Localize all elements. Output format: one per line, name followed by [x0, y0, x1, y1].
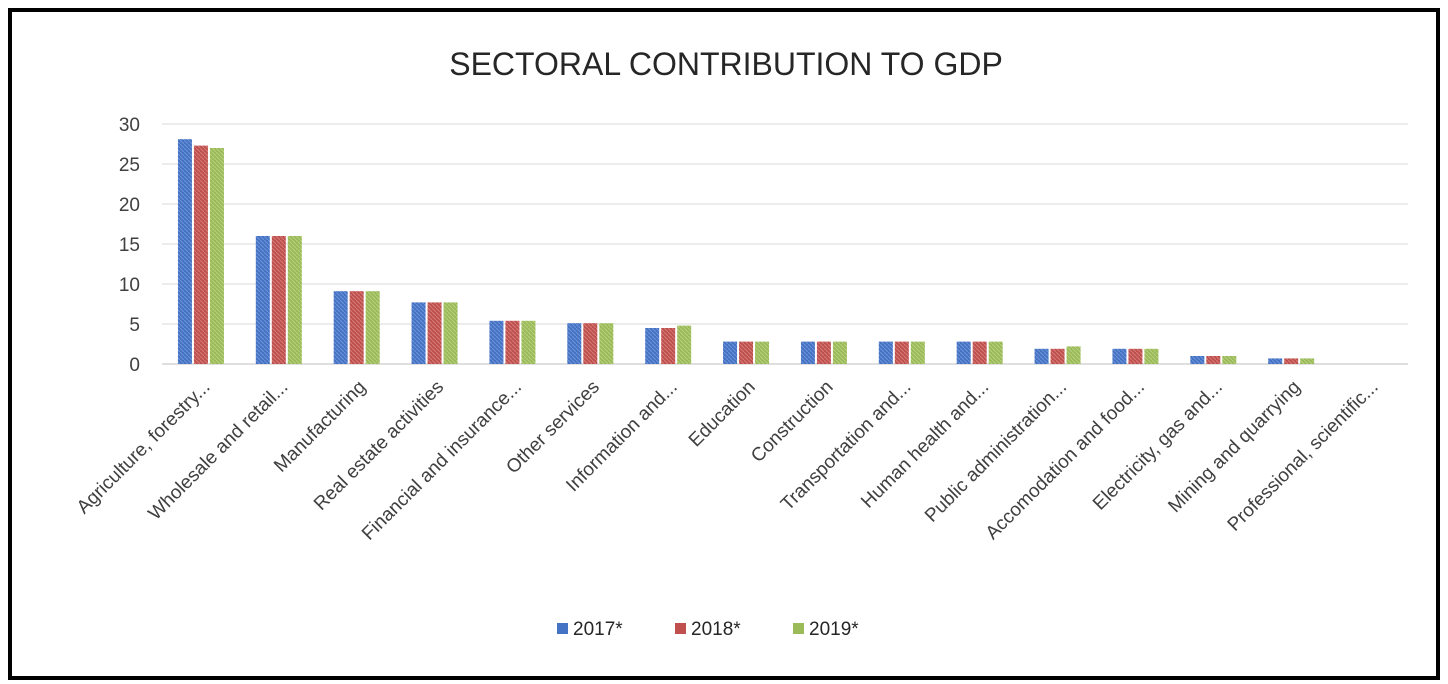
bar-2019-6 [677, 325, 692, 364]
bar-2017-8 [800, 341, 815, 364]
bar-2017-2 [333, 291, 348, 364]
y-tick-label: 5 [129, 315, 140, 336]
bar-2018-12 [1128, 348, 1143, 364]
bar-2019-2 [365, 291, 380, 364]
x-category-label: Human health and... [857, 377, 993, 513]
bar-2017-0 [177, 139, 192, 364]
bar-2019-12 [1144, 348, 1159, 364]
legend-swatch [793, 623, 804, 634]
bar-2019-7 [755, 341, 770, 364]
bar-2018-14 [1284, 358, 1299, 364]
bar-chart: SECTORAL CONTRIBUTION TO GDP 0 5 10 15 20 25 3… [73, 46, 1408, 640]
bar-2017-7 [723, 341, 738, 364]
x-category-label: Transportation and... [777, 377, 915, 515]
bar-2017-5 [567, 323, 582, 364]
bar-2018-0 [193, 145, 208, 364]
x-category-label: Real estate activities [310, 377, 448, 515]
bar-2018-6 [661, 328, 676, 364]
y-tick-label: 30 [119, 115, 140, 136]
x-axis-categories: Agriculture, forestry...Wholesale and re… [73, 377, 1383, 545]
bar-2018-8 [816, 341, 831, 364]
bar-2017-1 [255, 236, 270, 364]
bar-2018-4 [505, 320, 520, 364]
legend-swatch [557, 623, 568, 634]
bar-2018-5 [583, 323, 598, 364]
legend-swatch [675, 623, 686, 634]
bar-2017-10 [956, 341, 971, 364]
bar-2019-11 [1066, 346, 1081, 364]
bar-2018-11 [1050, 348, 1065, 364]
bar-2019-9 [910, 341, 925, 364]
x-category-label: Public administration... [921, 377, 1071, 527]
bar-2019-0 [209, 148, 224, 364]
bar-2019-3 [443, 302, 458, 364]
bar-2017-6 [645, 328, 660, 364]
bar-2018-7 [739, 341, 754, 364]
bar-2017-13 [1190, 356, 1205, 364]
y-tick-label: 25 [119, 155, 140, 176]
legend-label: 2018* [691, 619, 741, 640]
y-tick-label: 10 [119, 275, 140, 296]
bar-2019-4 [521, 320, 536, 364]
chart-title: SECTORAL CONTRIBUTION TO GDP [449, 46, 1003, 82]
bar-2019-5 [599, 323, 614, 364]
bar-2019-1 [287, 236, 302, 364]
legend-label: 2017* [573, 619, 623, 640]
bar-2019-8 [832, 341, 847, 364]
bar-2017-14 [1268, 358, 1283, 364]
x-category-label: Wholesale and retail... [145, 377, 293, 525]
bar-2017-12 [1112, 348, 1127, 364]
bar-2018-10 [972, 341, 987, 364]
bar-2018-2 [349, 291, 364, 364]
x-category-label: Agriculture, forestry... [73, 377, 215, 519]
bar-2018-3 [427, 302, 442, 364]
y-tick-label: 15 [119, 235, 140, 256]
y-tick-label: 0 [129, 355, 140, 376]
x-category-label: Accomodation and food... [982, 377, 1149, 544]
bar-2017-9 [878, 341, 893, 364]
legend-label: 2019* [809, 619, 859, 640]
x-category-label: Electricity, gas and... [1089, 377, 1227, 515]
x-category-label: Professional, scientific... [1224, 377, 1383, 536]
x-category-label: Financial and insurance... [358, 377, 526, 545]
bar-2017-4 [489, 320, 504, 364]
chart-frame: SECTORAL CONTRIBUTION TO GDP 0 5 10 15 20 25 3… [8, 8, 1440, 680]
bar-2017-3 [411, 302, 426, 364]
bar-2019-13 [1222, 356, 1237, 364]
x-category-label: Education [685, 377, 760, 452]
bar-2018-9 [894, 341, 909, 364]
bar-2018-13 [1206, 356, 1221, 364]
bars [177, 139, 1315, 364]
bar-2017-11 [1034, 348, 1049, 364]
bar-2019-10 [988, 341, 1003, 364]
bar-2018-1 [271, 236, 286, 364]
gridlines [162, 123, 1408, 365]
y-axis-ticks: 0 5 10 15 20 25 30 [119, 115, 140, 376]
legend: 2017* 2018* 2019* [557, 619, 859, 640]
x-category-label: Mining and quarrying [1164, 377, 1304, 517]
bar-2019-14 [1300, 358, 1315, 364]
y-tick-label: 20 [119, 195, 140, 216]
